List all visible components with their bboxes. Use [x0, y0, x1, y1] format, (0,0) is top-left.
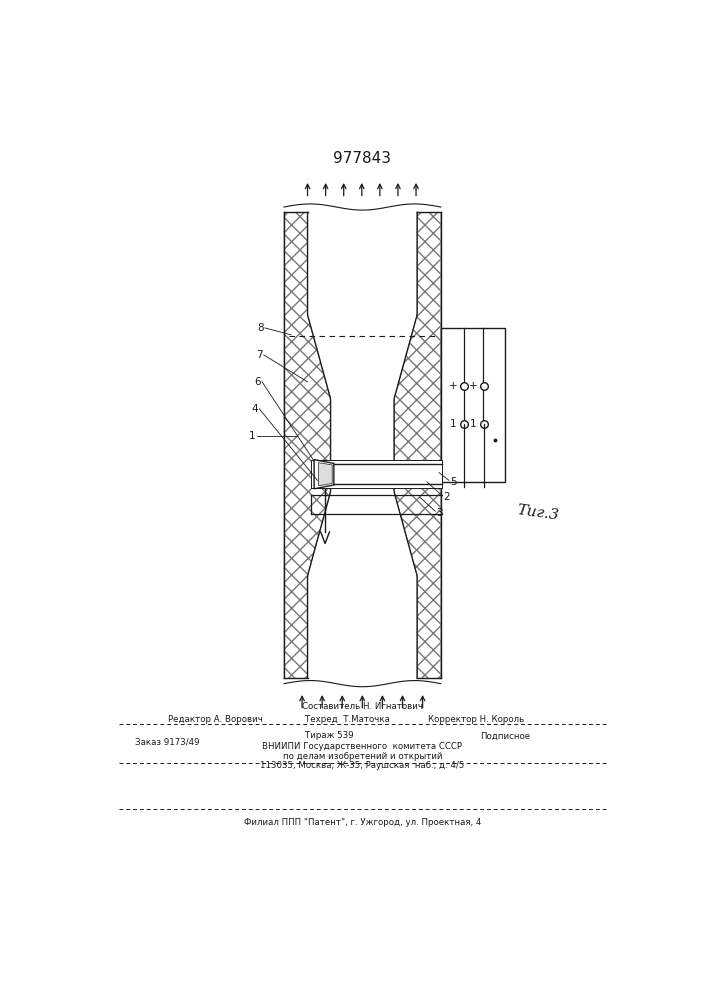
Text: ВНИИПИ Государственного  комитета СССР: ВНИИПИ Государственного комитета СССР — [262, 742, 462, 751]
Text: Корректор Н. Король: Корректор Н. Король — [428, 715, 525, 724]
Text: 1: 1 — [450, 419, 457, 429]
Text: 3: 3 — [436, 508, 443, 518]
Text: Филиал ППП "Патент", г. Ужгород, ул. Проектная, 4: Филиал ППП "Патент", г. Ужгород, ул. Про… — [244, 818, 481, 827]
Text: 113035, Москва, Ж-35, Раушская  наб., д. 4/5: 113035, Москва, Ж-35, Раушская наб., д. … — [260, 761, 464, 770]
Text: 7: 7 — [256, 350, 262, 360]
Bar — [311, 460, 442, 488]
Polygon shape — [319, 463, 332, 486]
Text: Составитель Н. Игнатович: Составитель Н. Игнатович — [302, 702, 423, 711]
Text: 977843: 977843 — [333, 151, 392, 166]
Text: +: + — [469, 381, 477, 391]
Text: 1: 1 — [249, 431, 255, 441]
Text: 4: 4 — [252, 404, 258, 414]
Text: +: + — [449, 381, 457, 391]
Text: Подписное: Подписное — [480, 732, 530, 740]
Polygon shape — [314, 460, 334, 489]
Text: 5: 5 — [450, 477, 457, 487]
Text: 1: 1 — [469, 419, 477, 429]
Text: Заказ 9173/49: Заказ 9173/49 — [135, 738, 199, 747]
Text: Редактор А. Ворович: Редактор А. Ворович — [168, 715, 263, 724]
Text: по делам изобретений и открытий: по делам изобретений и открытий — [283, 752, 442, 761]
Polygon shape — [284, 212, 331, 678]
Text: 2: 2 — [443, 492, 450, 502]
Bar — [440, 328, 505, 482]
Polygon shape — [394, 212, 440, 678]
Text: Техред  Т.Маточка: Техред Т.Маточка — [305, 715, 390, 724]
Text: 8: 8 — [257, 323, 264, 333]
Text: 6: 6 — [255, 377, 261, 387]
Text: Τиг.3: Τиг.3 — [516, 503, 560, 523]
Text: Тираж 539: Тираж 539 — [305, 732, 354, 740]
